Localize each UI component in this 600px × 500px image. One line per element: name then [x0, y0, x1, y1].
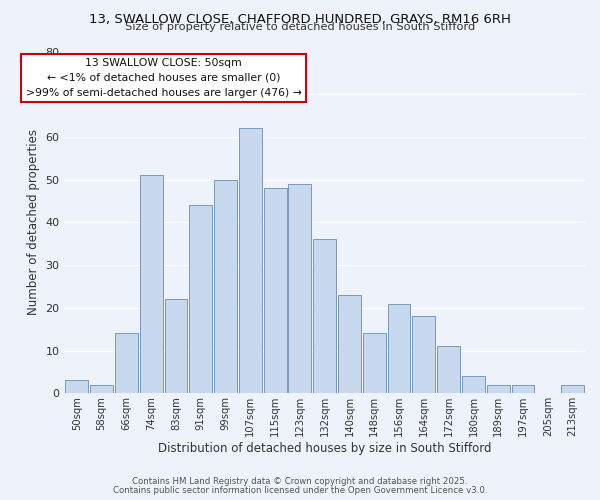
Text: Size of property relative to detached houses in South Stifford: Size of property relative to detached ho… — [125, 22, 475, 32]
Bar — [363, 334, 386, 394]
Bar — [487, 384, 509, 394]
Bar — [512, 384, 535, 394]
Bar — [140, 176, 163, 394]
Bar — [289, 184, 311, 394]
Bar — [388, 304, 410, 394]
Bar — [561, 384, 584, 394]
Bar — [239, 128, 262, 394]
Text: Contains public sector information licensed under the Open Government Licence v3: Contains public sector information licen… — [113, 486, 487, 495]
Bar — [190, 206, 212, 394]
Y-axis label: Number of detached properties: Number of detached properties — [27, 130, 40, 316]
Text: 13, SWALLOW CLOSE, CHAFFORD HUNDRED, GRAYS, RM16 6RH: 13, SWALLOW CLOSE, CHAFFORD HUNDRED, GRA… — [89, 12, 511, 26]
Bar — [462, 376, 485, 394]
Bar — [65, 380, 88, 394]
Bar — [437, 346, 460, 394]
Bar — [313, 240, 336, 394]
Bar — [214, 180, 237, 394]
Text: 13 SWALLOW CLOSE: 50sqm
← <1% of detached houses are smaller (0)
>99% of semi-de: 13 SWALLOW CLOSE: 50sqm ← <1% of detache… — [26, 58, 301, 98]
Bar — [90, 384, 113, 394]
Bar — [115, 334, 138, 394]
X-axis label: Distribution of detached houses by size in South Stifford: Distribution of detached houses by size … — [158, 442, 491, 455]
Bar — [263, 188, 287, 394]
Bar — [412, 316, 435, 394]
Text: Contains HM Land Registry data © Crown copyright and database right 2025.: Contains HM Land Registry data © Crown c… — [132, 477, 468, 486]
Bar — [164, 300, 187, 394]
Bar — [338, 295, 361, 394]
